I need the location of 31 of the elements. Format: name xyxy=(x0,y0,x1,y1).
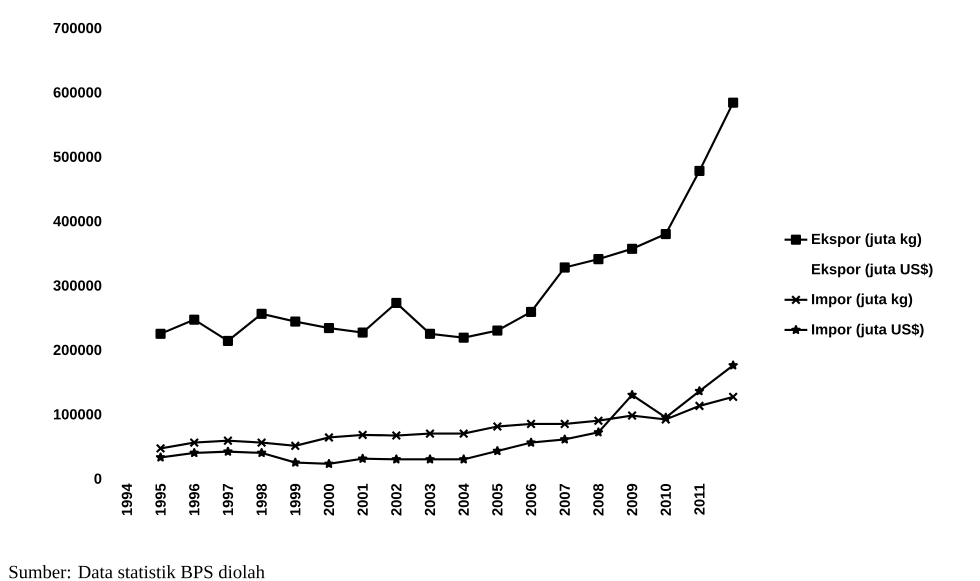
x-tick-label: 1994 xyxy=(122,483,132,515)
x-tick-label: 2006 xyxy=(526,484,536,516)
x-tick-label: 2004 xyxy=(458,483,469,516)
legend-label: Impor (juta kg) xyxy=(812,293,912,308)
text: Sumber: Data statistik BPS diolah xyxy=(10,565,265,578)
x-tick-label: 2009 xyxy=(626,484,638,516)
x-tick-label: 1998 xyxy=(256,484,267,515)
y-tick-label: 100000 xyxy=(54,408,102,420)
y-tick-label: 500000 xyxy=(53,151,102,162)
x-tick-label: 1997 xyxy=(222,484,234,515)
x-tick-label: 2010 xyxy=(660,484,671,516)
x-tick-label: 1996 xyxy=(189,484,200,515)
y-tick-label: 300000 xyxy=(53,280,102,291)
x-tick-label: 2011 xyxy=(694,484,705,515)
y-tick-label: 600000 xyxy=(54,87,102,98)
x-tick-label: 2002 xyxy=(391,484,402,516)
y-tick-label: 700000 xyxy=(54,22,102,34)
y-tick-label: 0 xyxy=(94,473,102,484)
x-tick-label: 2000 xyxy=(324,484,334,516)
x-tick-label: 2005 xyxy=(492,484,503,516)
x-tick-label: 2001 xyxy=(357,484,368,516)
y-tick-label: 200000 xyxy=(54,344,102,355)
text: Ekspor (juta US$) xyxy=(812,263,933,278)
x-tick-label: 1995 xyxy=(155,484,166,515)
legend-label: Impor (juta US$) xyxy=(812,323,924,338)
x-tick-label: 2008 xyxy=(593,484,604,516)
x-tick-label: 2003 xyxy=(424,484,436,516)
y-tick-label: 400000 xyxy=(53,216,102,226)
x-tick-label: 1999 xyxy=(290,484,300,515)
x-tick-label: 2007 xyxy=(560,484,570,516)
legend-label: Ekspor (juta kg) xyxy=(812,233,922,247)
